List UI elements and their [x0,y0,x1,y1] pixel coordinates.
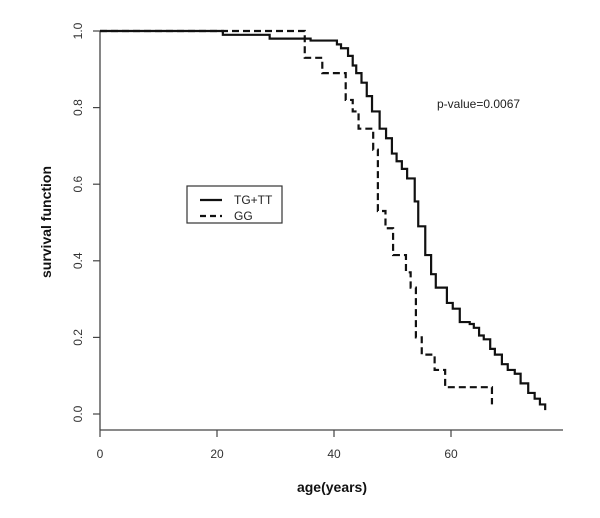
curve-tgtt [100,29,547,411]
x-tick-label: 0 [97,447,104,461]
y-tick-label: 0.0 [71,405,85,422]
y-tick-label: 1.0 [71,22,85,39]
p-value-annotation: p-value=0.0067 [437,97,520,111]
legend: TG+TT GG [186,185,283,224]
curve-gg [100,29,494,405]
y-tick-label: 0.8 [71,99,85,116]
x-tick-label: 20 [210,447,224,461]
x-tick-label: 40 [327,447,341,461]
x-axis-title: age(years) [297,479,367,495]
y-tick-label: 0.2 [71,329,85,346]
y-axis-title: survival function [38,166,54,278]
legend-label-tgtt: TG+TT [234,193,273,207]
axes: 0.0 0.2 0.4 0.6 0.8 1.0 0 20 40 60 [71,22,563,461]
legend-label-gg: GG [234,209,253,223]
y-tick-label: 0.4 [71,252,85,269]
y-tick-label: 0.6 [71,176,85,193]
x-tick-label: 60 [444,447,458,461]
survival-curves [100,29,547,411]
